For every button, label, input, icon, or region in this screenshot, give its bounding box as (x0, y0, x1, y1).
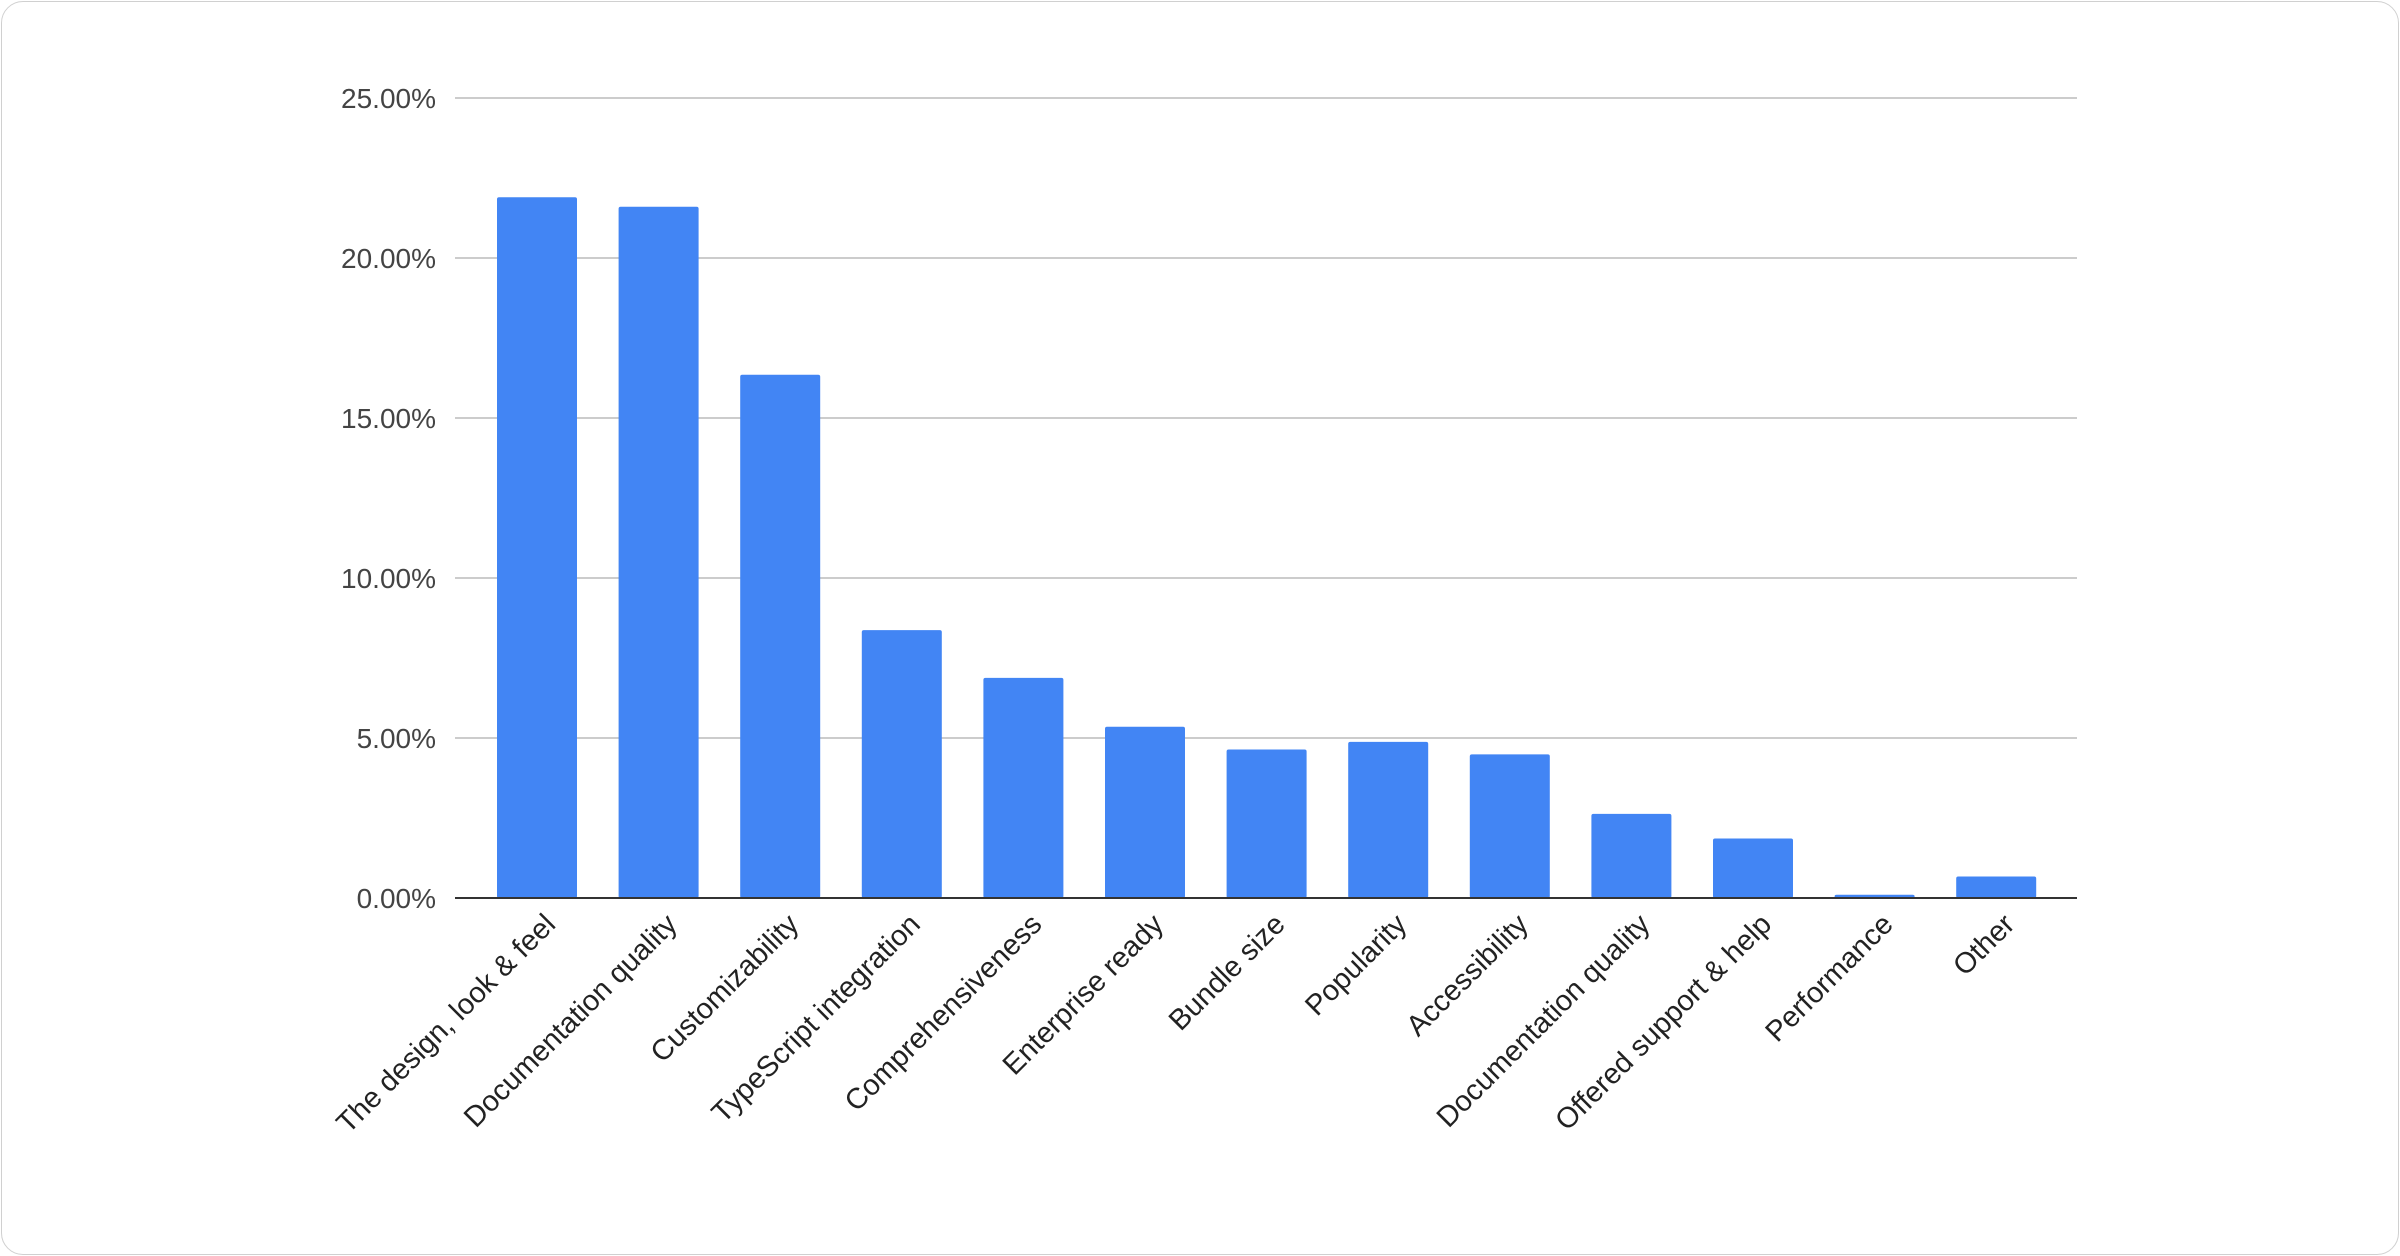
bar (1469, 754, 1550, 898)
x-tick-label: Offered support & help (1549, 908, 1778, 1137)
y-tick-label: 25.00% (341, 83, 436, 114)
y-tick-label: 10.00% (341, 563, 436, 594)
x-tick-label: Comprehensiveness (839, 908, 1049, 1118)
bar (740, 374, 821, 898)
x-tick-label: Popularity (1299, 908, 1413, 1022)
x-tick-label: Performance (1760, 908, 1900, 1048)
y-tick-label: 15.00% (341, 403, 436, 434)
bar (861, 630, 942, 898)
bar (1348, 741, 1429, 898)
bar (1105, 726, 1185, 898)
y-tick-label: 5.00% (357, 723, 436, 754)
bar (983, 677, 1064, 898)
bar (1713, 838, 1793, 898)
bar (497, 197, 577, 898)
x-tick-label: Bundle size (1163, 908, 1292, 1037)
y-tick-label: 20.00% (341, 243, 436, 274)
x-tick-label: TypeScript integration (706, 908, 927, 1129)
bar (1956, 876, 2037, 898)
x-tick-label: Accessibility (1400, 908, 1535, 1043)
x-tick-label: Documentation quality (458, 908, 684, 1134)
x-tick-label: Other (1947, 908, 2021, 982)
bar (618, 206, 699, 899)
x-tick-label: The design, look & feel (331, 908, 562, 1139)
bar (1226, 749, 1307, 898)
bar (1591, 813, 1672, 898)
x-tick-label: Documentation quality (1431, 908, 1657, 1134)
y-tick-label: 0.00% (357, 883, 436, 914)
